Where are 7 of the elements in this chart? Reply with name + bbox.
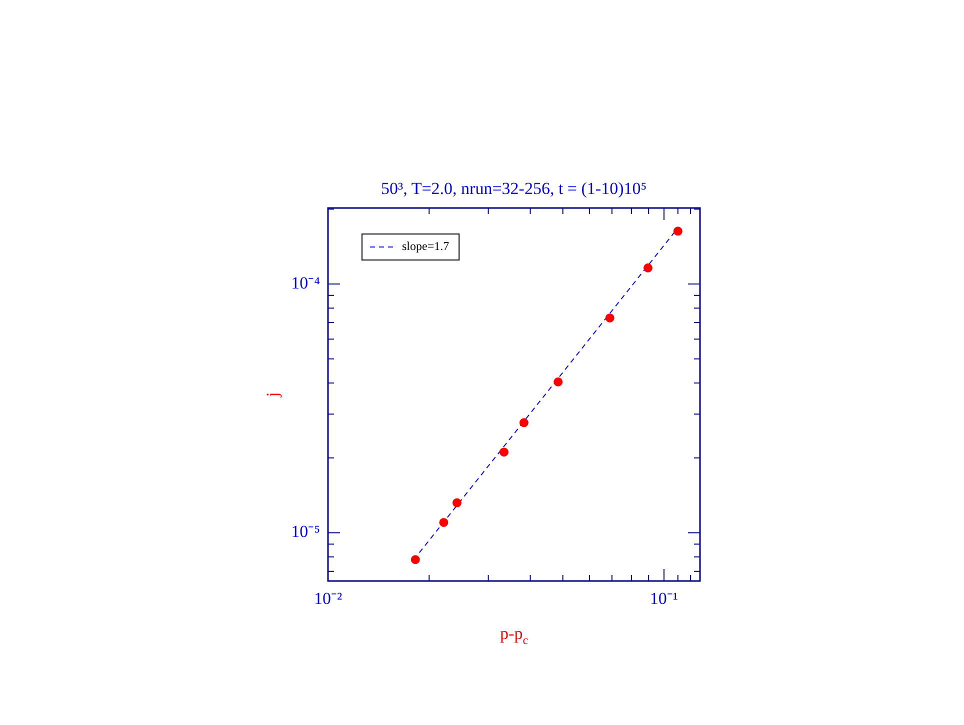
y-tick-label: 10⁻⁵ bbox=[291, 522, 320, 542]
legend-label: slope=1.7 bbox=[402, 239, 450, 254]
x-tick-label: 10⁻² bbox=[314, 588, 342, 608]
x-tick-label: 10⁻¹ bbox=[650, 588, 678, 608]
y-axis-title: j bbox=[263, 392, 282, 398]
chart-title: 50³, T=2.0, nrun=32-256, t = (1-10)10⁵ bbox=[381, 179, 647, 198]
y-tick-label: 10⁻⁴ bbox=[291, 273, 320, 292]
